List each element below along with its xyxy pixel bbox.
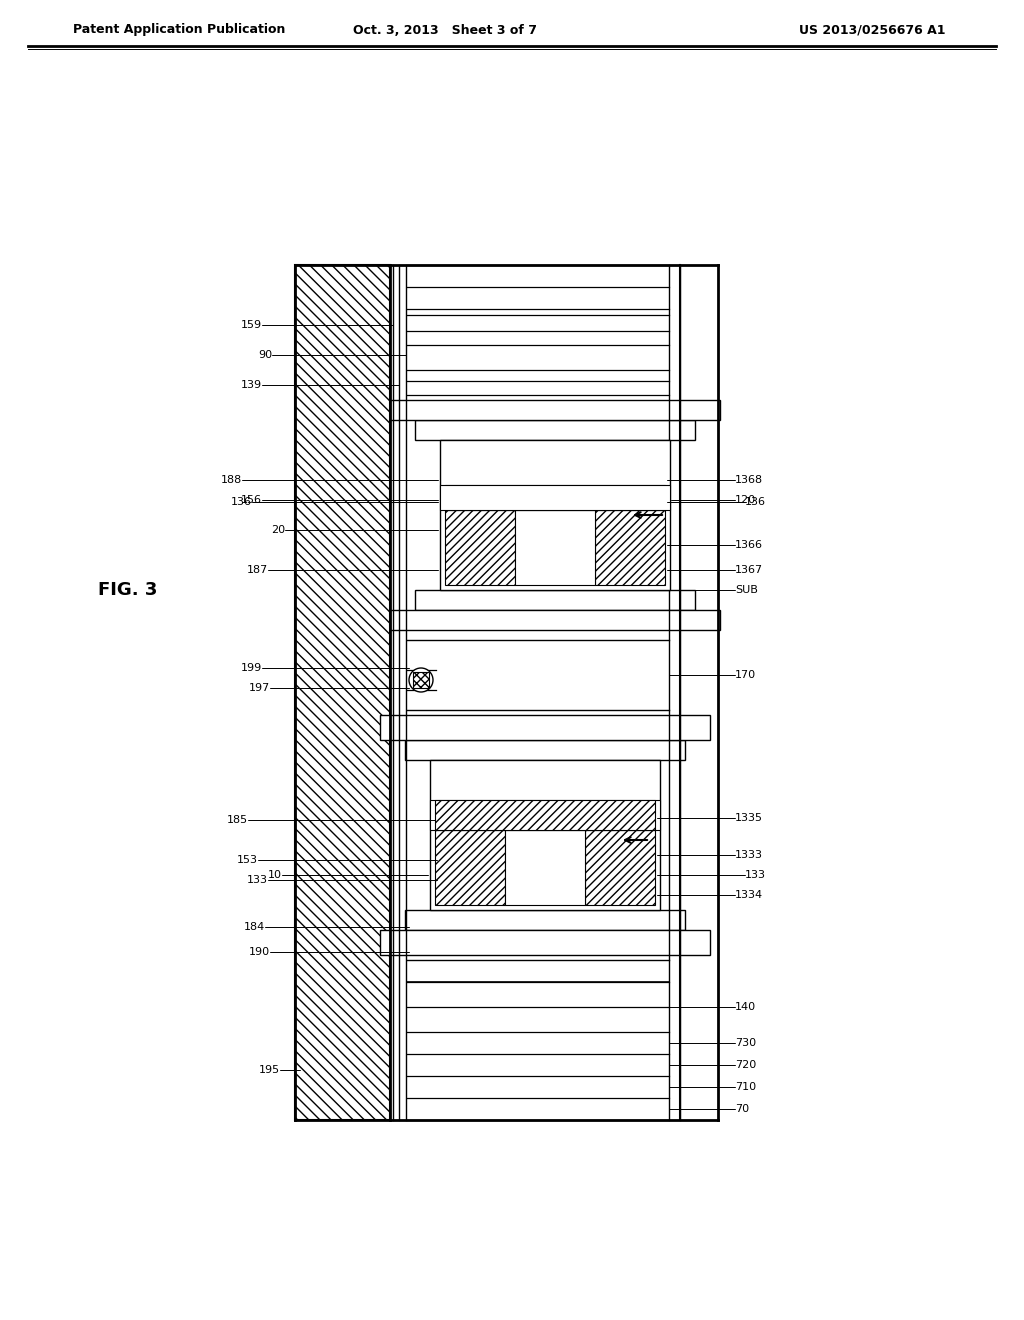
Text: SUB: SUB [735,585,758,595]
Text: 195: 195 [259,1065,280,1074]
Bar [430,800,660,830]
Text: 197: 197 [249,682,270,693]
Text: 120: 120 [735,495,756,506]
Text: 90: 90 [258,350,272,360]
Bar [380,715,710,741]
Text: 190: 190 [249,946,270,957]
Bar [515,510,595,585]
Text: 10: 10 [268,870,282,880]
Text: 170: 170 [735,671,756,680]
Text: US 2013/0256676 A1: US 2013/0256676 A1 [799,24,945,37]
Text: 159: 159 [241,319,262,330]
Bar [440,440,670,590]
Text: 20: 20 [271,525,285,535]
Circle shape [409,668,433,692]
Text: 1368: 1368 [735,475,763,484]
Text: 188: 188 [221,475,242,484]
Text: 1333: 1333 [735,850,763,861]
Bar [295,265,390,1119]
Bar [585,830,655,906]
Bar [430,760,660,909]
Text: 153: 153 [237,855,258,865]
Bar [445,484,665,510]
Text: 140: 140 [735,1002,756,1012]
Text: 136: 136 [231,498,252,507]
Bar [435,800,655,830]
Text: 136: 136 [745,498,766,507]
Text: Patent Application Publication: Patent Application Publication [73,24,286,37]
Bar [435,830,505,906]
Text: 199: 199 [241,663,262,673]
Bar [390,400,720,420]
Text: Oct. 3, 2013   Sheet 3 of 7: Oct. 3, 2013 Sheet 3 of 7 [353,24,537,37]
Text: 1366: 1366 [735,540,763,550]
Bar [415,590,695,610]
Text: 730: 730 [735,1038,756,1048]
Bar [505,830,585,906]
Text: 187: 187 [247,565,268,576]
Bar [413,672,429,688]
Text: 720: 720 [735,1060,757,1071]
Bar [440,484,670,510]
Text: 133: 133 [745,870,766,880]
Text: 133: 133 [247,875,268,884]
Text: 1367: 1367 [735,565,763,576]
Bar [595,510,665,585]
Bar [406,909,685,931]
Text: FIG. 3: FIG. 3 [98,581,158,599]
Bar [445,510,515,585]
Text: 1335: 1335 [735,813,763,822]
Text: 156: 156 [241,495,262,506]
Text: 184: 184 [244,921,265,932]
Text: 70: 70 [735,1104,750,1114]
Text: 1334: 1334 [735,890,763,900]
Bar [406,741,685,760]
Bar [415,420,695,440]
Text: 185: 185 [227,814,248,825]
Bar [390,610,720,630]
Text: 139: 139 [241,380,262,389]
Text: 710: 710 [735,1082,756,1092]
Bar [380,931,710,954]
